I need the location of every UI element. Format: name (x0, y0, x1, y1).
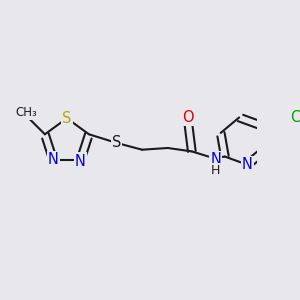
Text: CH₃: CH₃ (16, 106, 38, 119)
Text: N: N (48, 152, 59, 167)
Text: N: N (210, 152, 221, 167)
Text: O: O (183, 110, 194, 124)
Text: S: S (62, 111, 72, 126)
Text: N: N (242, 157, 253, 172)
Text: Cl: Cl (290, 110, 300, 124)
Text: N: N (75, 154, 86, 169)
Text: H: H (211, 164, 220, 177)
Text: S: S (112, 135, 121, 150)
